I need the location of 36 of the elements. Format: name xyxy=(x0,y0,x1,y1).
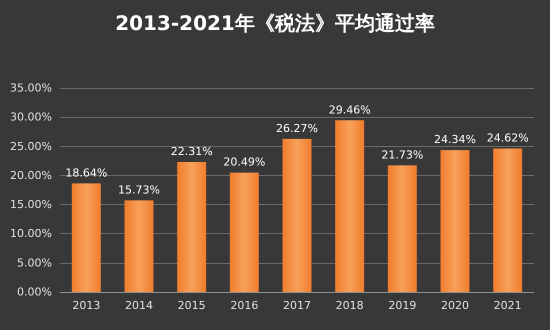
data-label: 18.64% xyxy=(65,166,108,180)
bar xyxy=(440,150,470,292)
y-tick-label: 5.00% xyxy=(17,256,52,270)
y-tick-label: 15.00% xyxy=(10,198,52,212)
x-tick-label: 2018 xyxy=(336,299,364,312)
x-tick-label: 2017 xyxy=(283,299,311,312)
data-label: 24.62% xyxy=(486,132,529,144)
bar xyxy=(124,200,154,292)
data-label: 21.73% xyxy=(381,148,424,162)
x-tick-label: 2016 xyxy=(230,299,258,312)
data-label: 15.73% xyxy=(118,183,160,196)
chart-title: 2013-2021年《税法》平均通过率 xyxy=(115,11,435,35)
data-label: 24.34% xyxy=(434,133,476,146)
bar xyxy=(230,172,259,292)
data-label: 29.46% xyxy=(328,103,371,116)
x-tick-label: 2015 xyxy=(178,299,206,312)
y-tick-label: 10.00% xyxy=(10,227,52,240)
bar xyxy=(72,183,101,292)
y-tick-label: 35.00% xyxy=(10,82,52,94)
x-tick-label: 2019 xyxy=(388,299,416,312)
data-label: 22.31% xyxy=(170,144,213,158)
y-tick-label: 0.00% xyxy=(17,286,52,298)
bar xyxy=(177,162,206,292)
data-label: 26.27% xyxy=(276,122,318,135)
data-label: 20.49% xyxy=(223,156,266,169)
x-tick-label: 2013 xyxy=(72,299,100,312)
bar xyxy=(493,148,522,292)
x-tick-label: 2020 xyxy=(441,299,469,312)
x-tick-label: 2014 xyxy=(125,299,153,312)
y-tick-label: 30.00% xyxy=(10,110,52,124)
y-tick-label: 20.00% xyxy=(10,168,52,182)
y-tick-label: 25.00% xyxy=(10,140,52,153)
bar xyxy=(282,138,312,292)
x-tick-label: 2021 xyxy=(494,299,522,312)
bar xyxy=(388,165,417,292)
bar xyxy=(335,120,364,292)
